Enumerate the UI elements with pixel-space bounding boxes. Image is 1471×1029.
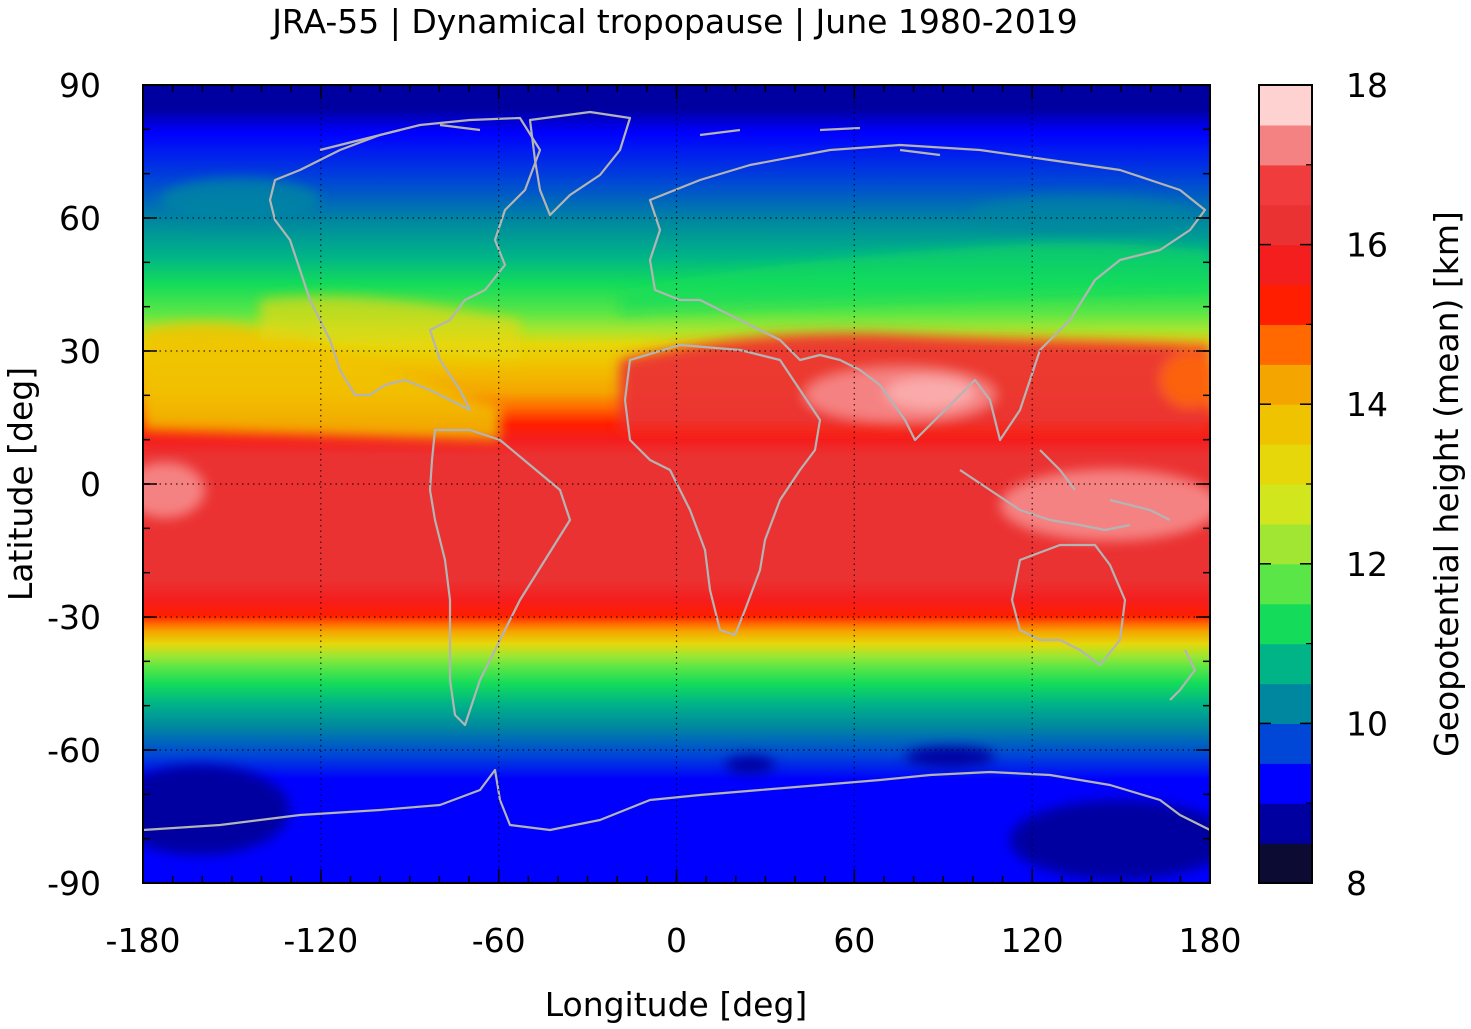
x-tick-label: -60 xyxy=(472,921,526,960)
x-tick-labels: -180 -120 -60 0 60 120 180 xyxy=(106,921,1242,960)
dateline-high xyxy=(143,462,205,518)
colorbar-swatch xyxy=(1259,563,1312,605)
y-tick-label: 0 xyxy=(80,465,101,504)
chart-title: JRA-55 | Dynamical tropopause | June 198… xyxy=(272,2,1078,41)
colorbar-tick-label: 10 xyxy=(1346,704,1388,743)
colorbar-swatch xyxy=(1259,164,1312,206)
colorbar-swatch xyxy=(1259,364,1312,405)
colorbar-swatch xyxy=(1259,404,1312,445)
coast-greenland xyxy=(528,110,632,217)
so-low-2 xyxy=(905,747,995,767)
jet-bulge-pacific xyxy=(143,322,500,440)
colorbar xyxy=(1259,85,1312,884)
arctic-teal-1 xyxy=(160,178,320,222)
y-tick-label: -30 xyxy=(47,598,101,637)
gridlines xyxy=(143,85,1210,883)
x-tick-label: 180 xyxy=(1179,921,1242,960)
nh-green-band-eurasia xyxy=(620,242,1210,315)
x-axis-label: Longitude [deg] xyxy=(545,985,808,1024)
map-ticks xyxy=(142,84,1211,884)
x-tick-label: 120 xyxy=(1001,921,1064,960)
east-pacific-orange xyxy=(1160,352,1210,408)
map-field xyxy=(143,85,1210,883)
antarctic-low-east xyxy=(1010,800,1210,880)
y-tick-label: -60 xyxy=(47,731,101,770)
y-tick-labels: 90 60 30 0 -30 -60 -90 xyxy=(47,66,101,903)
y-tick-label: 60 xyxy=(59,199,101,238)
coast-eurasia xyxy=(648,143,1207,442)
colorbar-swatch xyxy=(1259,843,1312,884)
arctic-teal-2 xyxy=(970,195,1190,235)
coast-south-america xyxy=(428,428,572,727)
x-tick-label: 0 xyxy=(666,921,687,960)
colorbar-swatch xyxy=(1259,803,1312,844)
x-tick-label: 60 xyxy=(833,921,875,960)
colorbar-tick-label: 18 xyxy=(1346,66,1388,105)
coast-australia xyxy=(1010,543,1127,667)
coast-arctic-islands xyxy=(319,123,941,157)
x-tick-label: -120 xyxy=(283,921,358,960)
x-tick-label: -180 xyxy=(106,921,181,960)
colorbar-tick-label: 12 xyxy=(1346,545,1388,584)
colorbar-swatch xyxy=(1259,683,1312,724)
colorbar-swatch xyxy=(1259,723,1312,764)
coast-new-zealand xyxy=(1169,649,1197,701)
warmpool-high xyxy=(1000,469,1210,541)
colorbar-swatch xyxy=(1259,523,1312,565)
colorbar-swatch xyxy=(1259,244,1312,286)
colorbar-swatch xyxy=(1259,204,1312,246)
y-tick-label: 90 xyxy=(59,66,101,105)
coast-antarctica xyxy=(143,768,1210,832)
colorbar-swatch xyxy=(1259,643,1312,685)
colorbar-swatch xyxy=(1259,324,1312,365)
colorbar-tick-label: 16 xyxy=(1346,226,1388,265)
colorbar-tick-label: 8 xyxy=(1346,864,1367,903)
colorbar-swatch xyxy=(1259,124,1312,166)
y-tick-label: 30 xyxy=(59,332,101,371)
colorbar-swatch xyxy=(1259,444,1312,485)
colorbar-swatch xyxy=(1259,85,1312,126)
coast-africa xyxy=(623,343,822,637)
so-low-1 xyxy=(725,756,775,774)
y-tick-label: -90 xyxy=(47,864,101,903)
colorbar-label: Geopotential height (mean) [km] xyxy=(1427,211,1466,757)
y-axis-label: Latitude [deg] xyxy=(1,367,40,601)
colorbar-swatch xyxy=(1259,284,1312,325)
coast-north-america xyxy=(268,116,542,412)
coastlines xyxy=(143,110,1210,832)
colorbar-swatch xyxy=(1259,484,1312,525)
colorbar-swatch xyxy=(1259,603,1312,645)
colorbar-swatch xyxy=(1259,763,1312,804)
colorbar-ticks: 18 16 14 12 10 8 xyxy=(1259,66,1388,903)
colorbar-tick-label: 14 xyxy=(1346,385,1388,424)
antarctic-low-west xyxy=(143,765,290,855)
coast-maritime-continent xyxy=(959,449,1171,532)
